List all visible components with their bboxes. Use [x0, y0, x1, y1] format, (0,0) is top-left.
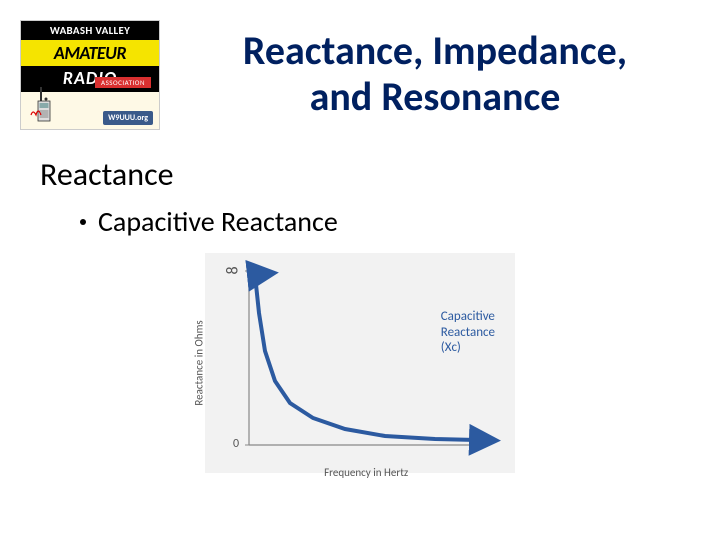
slide-header: WABASH VALLEY AMATEUR RADIO ASSOCIATION …: [0, 0, 720, 130]
curve-label-3: (Xc): [441, 340, 461, 355]
logo-bottom-area: W9UUU.org: [21, 89, 159, 129]
bullet-text: Capacitive Reactance: [98, 204, 338, 239]
capacitive-reactance-chart: 8 0 Reactance in Ohms Frequency in Hertz…: [205, 253, 515, 473]
x-axis-label: Frequency in Hertz: [324, 466, 408, 479]
logo-banner-top: WABASH VALLEY: [21, 21, 159, 40]
bullet-item: Capacitive Reactance: [40, 204, 680, 239]
y-tick-label-zero: 0: [233, 437, 239, 451]
curve-label: Capacitive Reactance (Xc): [441, 309, 495, 356]
y-tick-label-infinity: 8: [224, 266, 243, 274]
bullet-dot-icon: [80, 219, 86, 225]
logo-association: ASSOCIATION: [95, 77, 151, 88]
chart-container: 8 0 Reactance in Ohms Frequency in Hertz…: [40, 253, 680, 473]
curve-label-1: Capacitive: [441, 309, 495, 324]
y-axis-label: Reactance in Ohms: [193, 320, 206, 405]
handheld-radio-icon: [29, 87, 57, 123]
title-line-1: Reactance, Impedance,: [243, 26, 627, 75]
chart-svg: [205, 253, 515, 473]
logo-amateur: AMATEUR: [21, 40, 159, 66]
section-heading: Reactance: [40, 155, 680, 194]
curve-label-2: Reactance: [441, 325, 495, 340]
club-logo: WABASH VALLEY AMATEUR RADIO ASSOCIATION …: [20, 20, 160, 130]
slide-content: Reactance Capacitive Reactance: [0, 130, 720, 473]
title-line-2: and Resonance: [310, 72, 561, 121]
slide-title: Reactance, Impedance, and Resonance: [160, 20, 710, 120]
logo-callsign: W9UUU.org: [103, 111, 153, 125]
